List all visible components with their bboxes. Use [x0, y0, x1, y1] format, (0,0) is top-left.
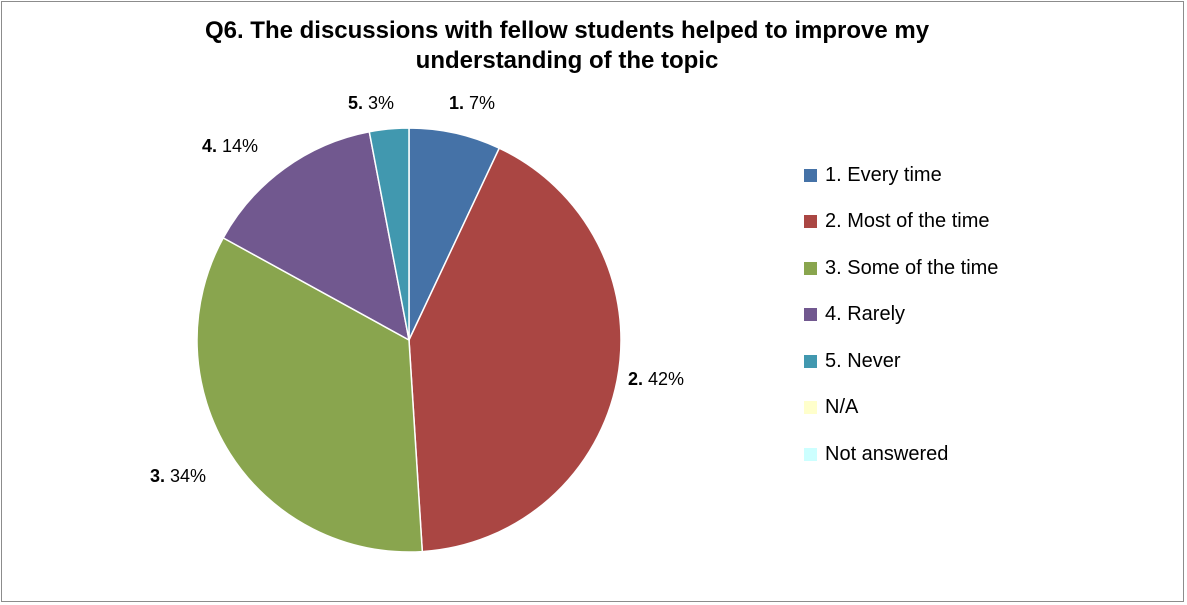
legend-swatch — [804, 354, 817, 368]
legend-label: 2. Most of the time — [825, 210, 990, 233]
data-label-never: 5. 3% — [348, 92, 394, 114]
legend-swatch — [804, 308, 817, 322]
legend: 1. Every time 2. Most of the time 3. Some … — [804, 152, 998, 478]
data-label-percent: 14% — [222, 136, 259, 156]
data-label-number: 3. — [150, 466, 166, 486]
pie-slice-most-of-the-time — [408, 147, 622, 553]
legend-item: 3. Some of the time — [804, 245, 998, 292]
data-label-percent: 7% — [469, 93, 496, 113]
data-label-percent: 34% — [170, 466, 207, 486]
legend-label: Not answered — [825, 442, 949, 465]
legend-item: Not answered — [804, 431, 998, 478]
legend-label: 3. Some of the time — [825, 256, 999, 279]
chart-title: Q6. The discussions with fellow students… — [2, 16, 1132, 76]
pie-slice-never — [368, 127, 410, 341]
data-label-number: 2. — [628, 369, 644, 389]
data-label-number: 1. — [449, 93, 465, 113]
data-label-number: 4. — [202, 136, 218, 156]
data-label-every-time: 1. 7% — [449, 92, 495, 114]
legend-swatch — [804, 215, 817, 229]
legend-swatch — [804, 401, 817, 415]
legend-item: 4. Rarely — [804, 292, 998, 339]
data-label-percent: 42% — [648, 369, 685, 389]
legend-swatch — [804, 447, 817, 461]
legend-label: 4. Rarely — [825, 303, 906, 326]
legend-swatch — [804, 261, 817, 275]
pie-slice-rarely — [222, 130, 411, 342]
legend-item: N/A — [804, 385, 998, 432]
data-label-number: 5. — [348, 93, 364, 113]
data-label-percent: 3% — [368, 93, 395, 113]
data-label-most-of-the-time: 2. 42% — [628, 368, 684, 390]
legend-item: 2. Most of the time — [804, 199, 998, 246]
data-label-some-of-the-time: 3. 34% — [150, 465, 206, 487]
chart-title-line-1: Q6. The discussions with fellow students… — [204, 17, 930, 44]
legend-label: 5. Never — [825, 349, 901, 372]
legend-swatch — [804, 168, 817, 182]
legend-label: N/A — [825, 396, 859, 419]
data-label-rarely: 4. 14% — [202, 135, 258, 157]
legend-label: 1. Every time — [825, 163, 942, 186]
chart-title-line-2: understanding of the topic — [415, 47, 719, 74]
legend-item: 1. Every time — [804, 152, 998, 199]
legend-item: 5. Never — [804, 338, 998, 385]
